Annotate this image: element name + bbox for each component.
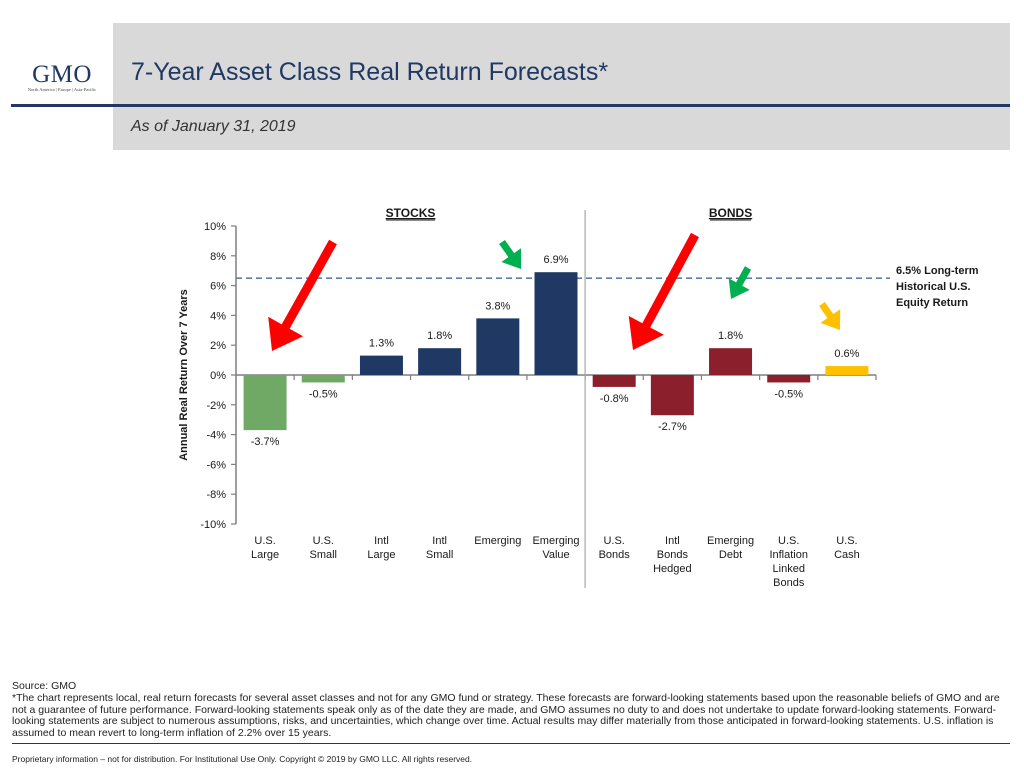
y-tick-label: -4% (206, 430, 226, 442)
y-tick-label: -6% (206, 459, 226, 471)
y-tick-label: 2% (210, 340, 226, 352)
red-arrow-icon (268, 239, 337, 351)
x-category-label: Linked (773, 563, 805, 575)
bar-value-label: 1.8% (427, 330, 452, 342)
y-tick-label: -10% (200, 519, 226, 531)
x-category-label: Large (367, 549, 395, 561)
bar (767, 375, 811, 383)
logo-wordmark: GMO (32, 61, 92, 88)
bar-value-label: 0.6% (834, 348, 859, 360)
bar (301, 375, 345, 383)
x-category-label: Emerging (707, 535, 754, 547)
x-category-label: Intl (665, 535, 680, 547)
x-category-label: Emerging (474, 535, 521, 547)
y-tick-label: -8% (206, 489, 226, 501)
bar-value-label: 6.9% (543, 254, 568, 266)
page-subtitle: As of January 31, 2019 (131, 118, 296, 135)
x-category-label: Cash (834, 549, 860, 561)
x-category-label: U.S. (313, 535, 334, 547)
header-divider (11, 104, 1010, 107)
y-tick-label: 6% (210, 281, 226, 293)
bar (243, 375, 287, 431)
page-title: 7-Year Asset Class Real Return Forecasts… (131, 58, 609, 86)
x-category-label: Intl (374, 535, 389, 547)
y-axis-title: Annual Real Return Over 7 Years (178, 289, 190, 461)
bar (650, 375, 694, 416)
green-arrow-icon (499, 240, 521, 269)
bar-value-label: -0.5% (309, 388, 338, 400)
yellow-arrow-icon (819, 302, 841, 330)
bar-value-label: 3.8% (485, 300, 510, 312)
reference-line-label: Equity Return (896, 297, 968, 309)
x-category-label: Small (310, 549, 338, 561)
bar (418, 348, 462, 375)
source-note: Source: GMO (12, 680, 77, 692)
bar-value-label: -2.7% (658, 421, 687, 433)
y-tick-label: 4% (210, 310, 226, 322)
legal-notice: Proprietary information – not for distri… (12, 754, 473, 764)
x-category-label: Bonds (657, 549, 689, 561)
x-category-label: U.S. (836, 535, 857, 547)
footer-divider (12, 743, 1010, 744)
bar-value-label: -0.8% (600, 393, 629, 405)
x-category-label: Value (542, 549, 569, 561)
bar (476, 318, 520, 375)
reference-line-label: 6.5% Long-term (896, 265, 979, 277)
gmo-logo: GMO North America | Europe | Asia-Pacifi… (13, 62, 111, 93)
reference-line-label: Historical U.S. (896, 281, 971, 293)
x-category-label: Bonds (599, 549, 631, 561)
x-category-label: U.S. (603, 535, 624, 547)
bar-value-label: -0.5% (774, 388, 803, 400)
bar (359, 355, 403, 375)
group-header-stocks: STOCKS (386, 206, 436, 220)
y-tick-label: 10% (204, 221, 226, 233)
x-category-label: Debt (719, 549, 742, 561)
group-header-bonds: BONDS (709, 206, 752, 220)
x-category-label: Hedged (653, 563, 692, 575)
x-category-label: Large (251, 549, 279, 561)
x-category-label: Small (426, 549, 454, 561)
x-category-label: Bonds (773, 577, 805, 589)
bar-value-label: 1.8% (718, 330, 743, 342)
green-arrow-icon (728, 266, 752, 299)
bar (592, 375, 636, 387)
x-category-label: U.S. (778, 535, 799, 547)
bar-value-label: -3.7% (251, 436, 280, 448)
bar (534, 272, 578, 375)
bar-value-label: 1.3% (369, 338, 394, 350)
y-tick-label: -2% (206, 400, 226, 412)
x-category-label: Emerging (532, 535, 579, 547)
red-arrow-icon (628, 232, 699, 350)
y-tick-label: 8% (210, 251, 226, 263)
disclaimer-text: *The chart represents local, real return… (12, 692, 1000, 739)
x-category-label: Intl (432, 535, 447, 547)
logo-tagline: North America | Europe | Asia-Pacific (27, 87, 97, 92)
x-category-label: U.S. (254, 535, 275, 547)
bar (825, 366, 869, 375)
x-category-label: Inflation (769, 549, 808, 561)
bar (709, 348, 753, 375)
y-tick-label: 0% (210, 370, 226, 382)
header-banner (113, 23, 1010, 150)
